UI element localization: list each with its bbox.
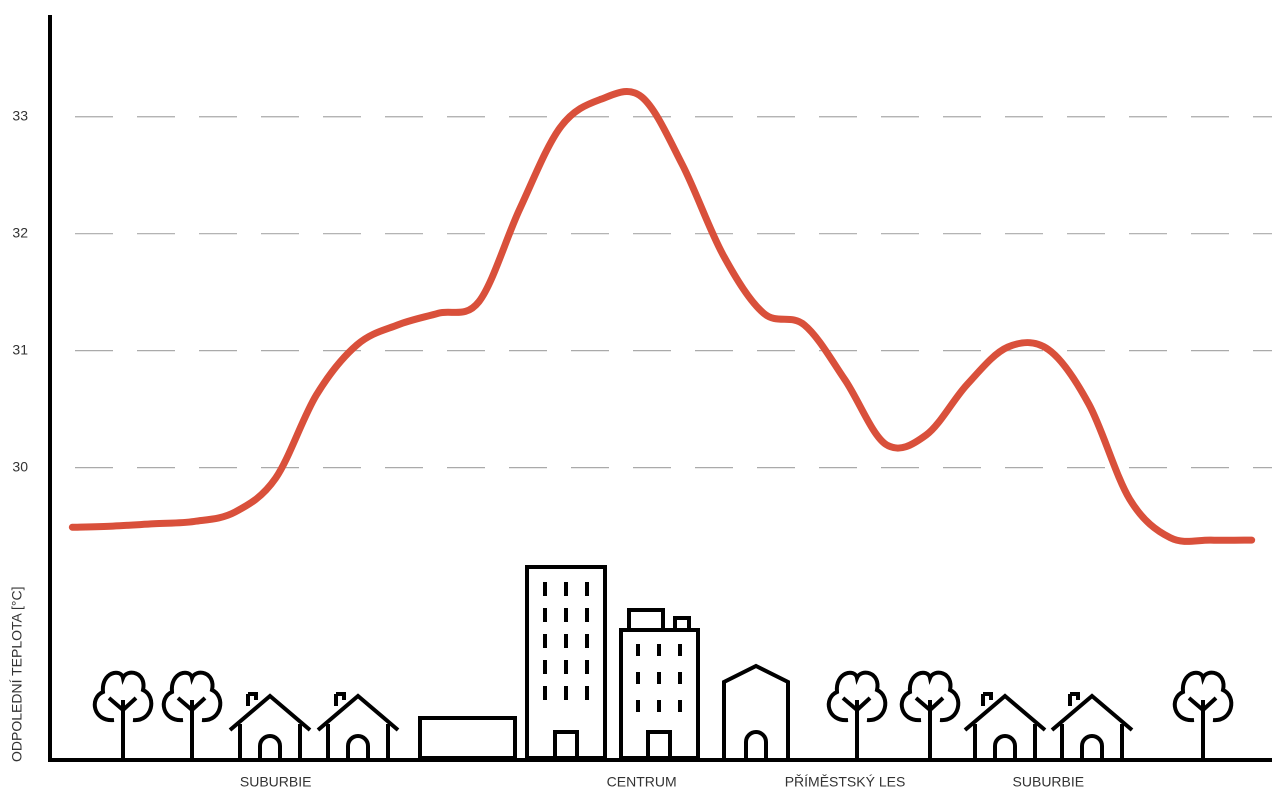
x-zone-label: SUBURBIE (1013, 774, 1085, 790)
x-zone-label: SUBURBIE (240, 774, 312, 790)
y-tick-label: 33 (12, 107, 28, 123)
temperature-line (68, 87, 1256, 545)
x-zone-label: PŘÍMĚSTSKÝ LES (785, 774, 906, 790)
x-zone-label: CENTRUM (607, 774, 677, 790)
illustration (92, 565, 1234, 760)
y-tick-label: 32 (12, 224, 28, 240)
y-tick-label: 31 (12, 341, 28, 357)
y-tick-label: 30 (12, 458, 28, 474)
y-axis-label: ODPOLEDNÍ TEPLOTA [°C] (9, 587, 25, 762)
